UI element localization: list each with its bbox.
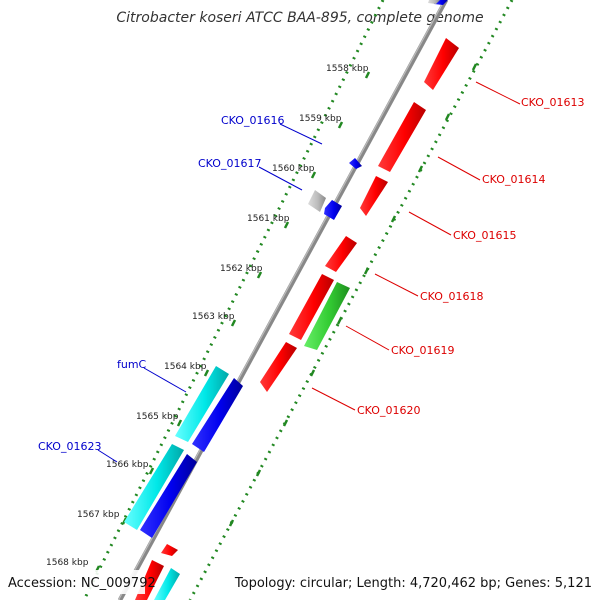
tick-1562: 1562 kbp (220, 264, 263, 279)
gene-label[interactable]: CKO_01617 (198, 157, 261, 170)
tick-1564: 1564 kbp (164, 362, 210, 377)
gene-CKO_01623[interactable] (124, 444, 184, 530)
tick-1558: 1558 kbp (326, 64, 371, 79)
gene-CKO_01614[interactable] (378, 102, 426, 172)
genome-backbone (118, 0, 448, 600)
gene-CKO_01617[interactable] (324, 200, 342, 220)
topology-bg (256, 570, 597, 594)
label-CKO_01614[interactable]: CKO_01614 (437, 156, 545, 186)
tick-label: 1558 kbp (326, 64, 369, 74)
tick-label: 1568 kbp (46, 558, 89, 568)
gene-blue-fumC-pair[interactable] (192, 378, 243, 452)
gene-label[interactable]: CKO_01618 (420, 290, 483, 303)
tick-label: 1560 kbp (272, 164, 315, 174)
label-CKO_01616[interactable]: CKO_01616 (221, 114, 323, 145)
inner-ticks (228, 63, 478, 527)
gene-CKO_01613[interactable] (424, 38, 459, 90)
tick-1561: 1561 kbp (247, 214, 290, 229)
tick-1559: 1559 kbp (299, 114, 344, 129)
gene-small-red[interactable] (161, 544, 178, 556)
gene-blue-lower[interactable] (140, 454, 197, 538)
gene-CKO_01619[interactable] (304, 282, 350, 350)
tick-label: 1561 kbp (247, 214, 290, 224)
label-CKO_01613[interactable]: CKO_01613 (475, 81, 584, 109)
tick-1567: 1567 kbp (77, 510, 128, 525)
accession-bg (3, 570, 145, 594)
tick-track-inner (188, 0, 514, 600)
gene-label[interactable]: CKO_01619 (391, 344, 454, 357)
tick-label: 1565 kbp (136, 412, 179, 422)
tick-1566: 1566 kbp (106, 460, 155, 475)
gene-label[interactable]: fumC (117, 358, 147, 371)
map-title: Citrobacter koseri ATCC BAA-895, complet… (116, 10, 483, 26)
label-fumC[interactable]: fumC (117, 358, 187, 393)
gene-label[interactable]: CKO_01614 (482, 173, 545, 186)
gene-label[interactable]: CKO_01613 (521, 96, 584, 109)
gene-label[interactable]: CKO_01620 (357, 404, 420, 417)
label-CKO_01618[interactable]: CKO_01618 (374, 273, 483, 303)
label-CKO_01623[interactable]: CKO_01623 (38, 440, 118, 463)
gene-CKO_01616[interactable] (349, 158, 362, 169)
gene-CKO_01618-b[interactable] (289, 274, 334, 340)
tick-label: 1562 kbp (220, 264, 263, 274)
label-CKO_01620[interactable]: CKO_01620 (311, 387, 420, 417)
gene-gray[interactable] (308, 190, 326, 212)
gene-CKO_01615[interactable] (360, 176, 388, 216)
gene-bottom-cyan[interactable] (154, 568, 180, 600)
gene-top-gray[interactable] (428, 0, 440, 4)
tick-1563: 1563 kbp (192, 312, 237, 327)
gene-label[interactable]: CKO_01623 (38, 440, 101, 453)
gene-label[interactable]: CKO_01615 (453, 229, 516, 242)
tick-label: 1564 kbp (164, 362, 207, 372)
gene-label[interactable]: CKO_01616 (221, 114, 284, 127)
topology-text: Topology: circular; Length: 4,720,462 bp… (234, 576, 592, 591)
gene-fumC[interactable] (175, 366, 229, 442)
tick-1560: 1560 kbp (272, 164, 317, 179)
gene-CKO_01620[interactable] (260, 342, 297, 392)
tick-1568: 1568 kbp (46, 558, 101, 573)
gene-CKO_01618-a[interactable] (325, 236, 357, 272)
accession-text: Accession: NC_009792 (8, 576, 156, 591)
tick-label: 1563 kbp (192, 312, 235, 322)
tick-label: 1566 kbp (106, 460, 149, 470)
tick-1565: 1565 kbp (136, 412, 183, 427)
label-CKO_01617[interactable]: CKO_01617 (198, 157, 303, 191)
label-CKO_01615[interactable]: CKO_01615 (408, 211, 516, 242)
tick-label: 1559 kbp (299, 114, 342, 124)
label-CKO_01619[interactable]: CKO_01619 (345, 325, 454, 357)
tick-label: 1567 kbp (77, 510, 120, 520)
